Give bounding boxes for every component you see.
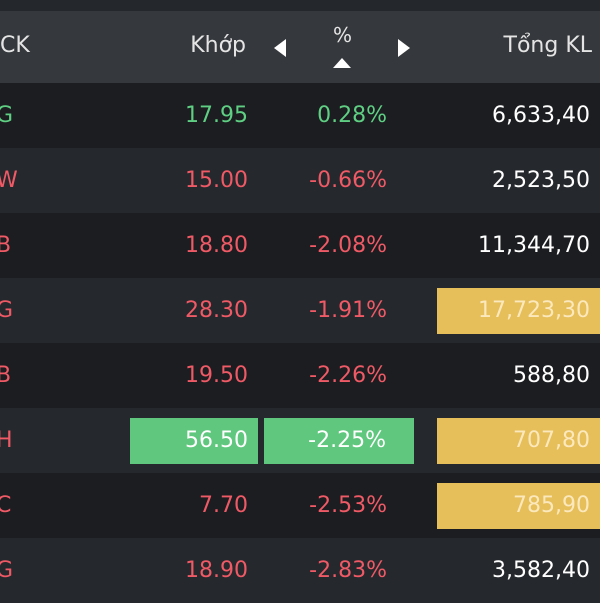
next-column-icon[interactable] — [398, 39, 410, 57]
price-cell: 18.80 — [185, 233, 248, 258]
table-row[interactable]: C 7.70 -2.53% 785,90 — [0, 473, 600, 538]
percent-cell: -2.25% — [308, 428, 386, 453]
sort-ascending-icon[interactable] — [333, 58, 351, 68]
table-row[interactable]: B 19.50 -2.26% 588,80 — [0, 343, 600, 408]
volume-highlight: 785,90 — [437, 483, 600, 529]
price-cell: 17.95 — [185, 103, 248, 128]
table-row[interactable]: W 15.00 -0.66% 2,523,50 — [0, 148, 600, 213]
percent-cell: -2.26% — [309, 363, 387, 388]
price-cell: 19.50 — [185, 363, 248, 388]
percent-cell: -2.53% — [309, 493, 387, 518]
volume-highlight: 17,723,30 — [437, 288, 600, 334]
table-row[interactable]: G 18.90 -2.83% 3,582,40 — [0, 538, 600, 603]
column-header-symbol[interactable]: CK — [0, 33, 30, 58]
top-strip — [0, 0, 600, 11]
symbol-cell: W — [0, 168, 18, 193]
column-header-percent[interactable]: % — [333, 23, 353, 47]
previous-column-icon[interactable] — [274, 39, 286, 57]
price-cell: 56.50 — [185, 428, 248, 453]
price-cell: 18.90 — [185, 558, 248, 583]
price-cell: 7.70 — [199, 493, 248, 518]
symbol-cell: B — [0, 363, 12, 388]
volume-cell: 707,80 — [513, 428, 590, 453]
volume-cell: 588,80 — [513, 363, 590, 388]
symbol-cell: B — [0, 233, 12, 258]
column-header-total-volume[interactable]: Tổng KL — [503, 33, 592, 58]
volume-highlight: 707,80 — [437, 418, 600, 464]
stock-table-body: G 17.95 0.28% 6,633,40 W 15.00 -0.66% 2,… — [0, 83, 600, 603]
table-row[interactable]: H 56.50 -2.25% 707,80 — [0, 408, 600, 473]
table-row[interactable]: G 28.30 -1.91% 17,723,30 — [0, 278, 600, 343]
symbol-cell: G — [0, 103, 14, 128]
table-row[interactable]: G 17.95 0.28% 6,633,40 — [0, 83, 600, 148]
percent-cell: -0.66% — [309, 168, 387, 193]
symbol-cell: G — [0, 298, 14, 323]
symbol-cell: G — [0, 558, 14, 583]
price-cell: 28.30 — [185, 298, 248, 323]
percent-cell: -2.08% — [309, 233, 387, 258]
volume-cell: 6,633,40 — [492, 103, 590, 128]
percent-highlight: -2.25% — [264, 418, 414, 464]
symbol-cell: C — [0, 493, 12, 518]
symbol-cell: H — [0, 428, 13, 453]
percent-cell: -2.83% — [309, 558, 387, 583]
volume-cell: 17,723,30 — [478, 298, 590, 323]
volume-cell: 785,90 — [513, 493, 590, 518]
column-header-price[interactable]: Khớp — [190, 33, 246, 58]
volume-cell: 3,582,40 — [492, 558, 590, 583]
percent-cell: -1.91% — [309, 298, 387, 323]
price-highlight: 56.50 — [130, 418, 258, 464]
table-header: CK Khớp % Tổng KL — [0, 11, 600, 83]
volume-cell: 11,344,70 — [478, 233, 590, 258]
table-row[interactable]: B 18.80 -2.08% 11,344,70 — [0, 213, 600, 278]
price-cell: 15.00 — [185, 168, 248, 193]
percent-cell: 0.28% — [317, 103, 387, 128]
volume-cell: 2,523,50 — [492, 168, 590, 193]
